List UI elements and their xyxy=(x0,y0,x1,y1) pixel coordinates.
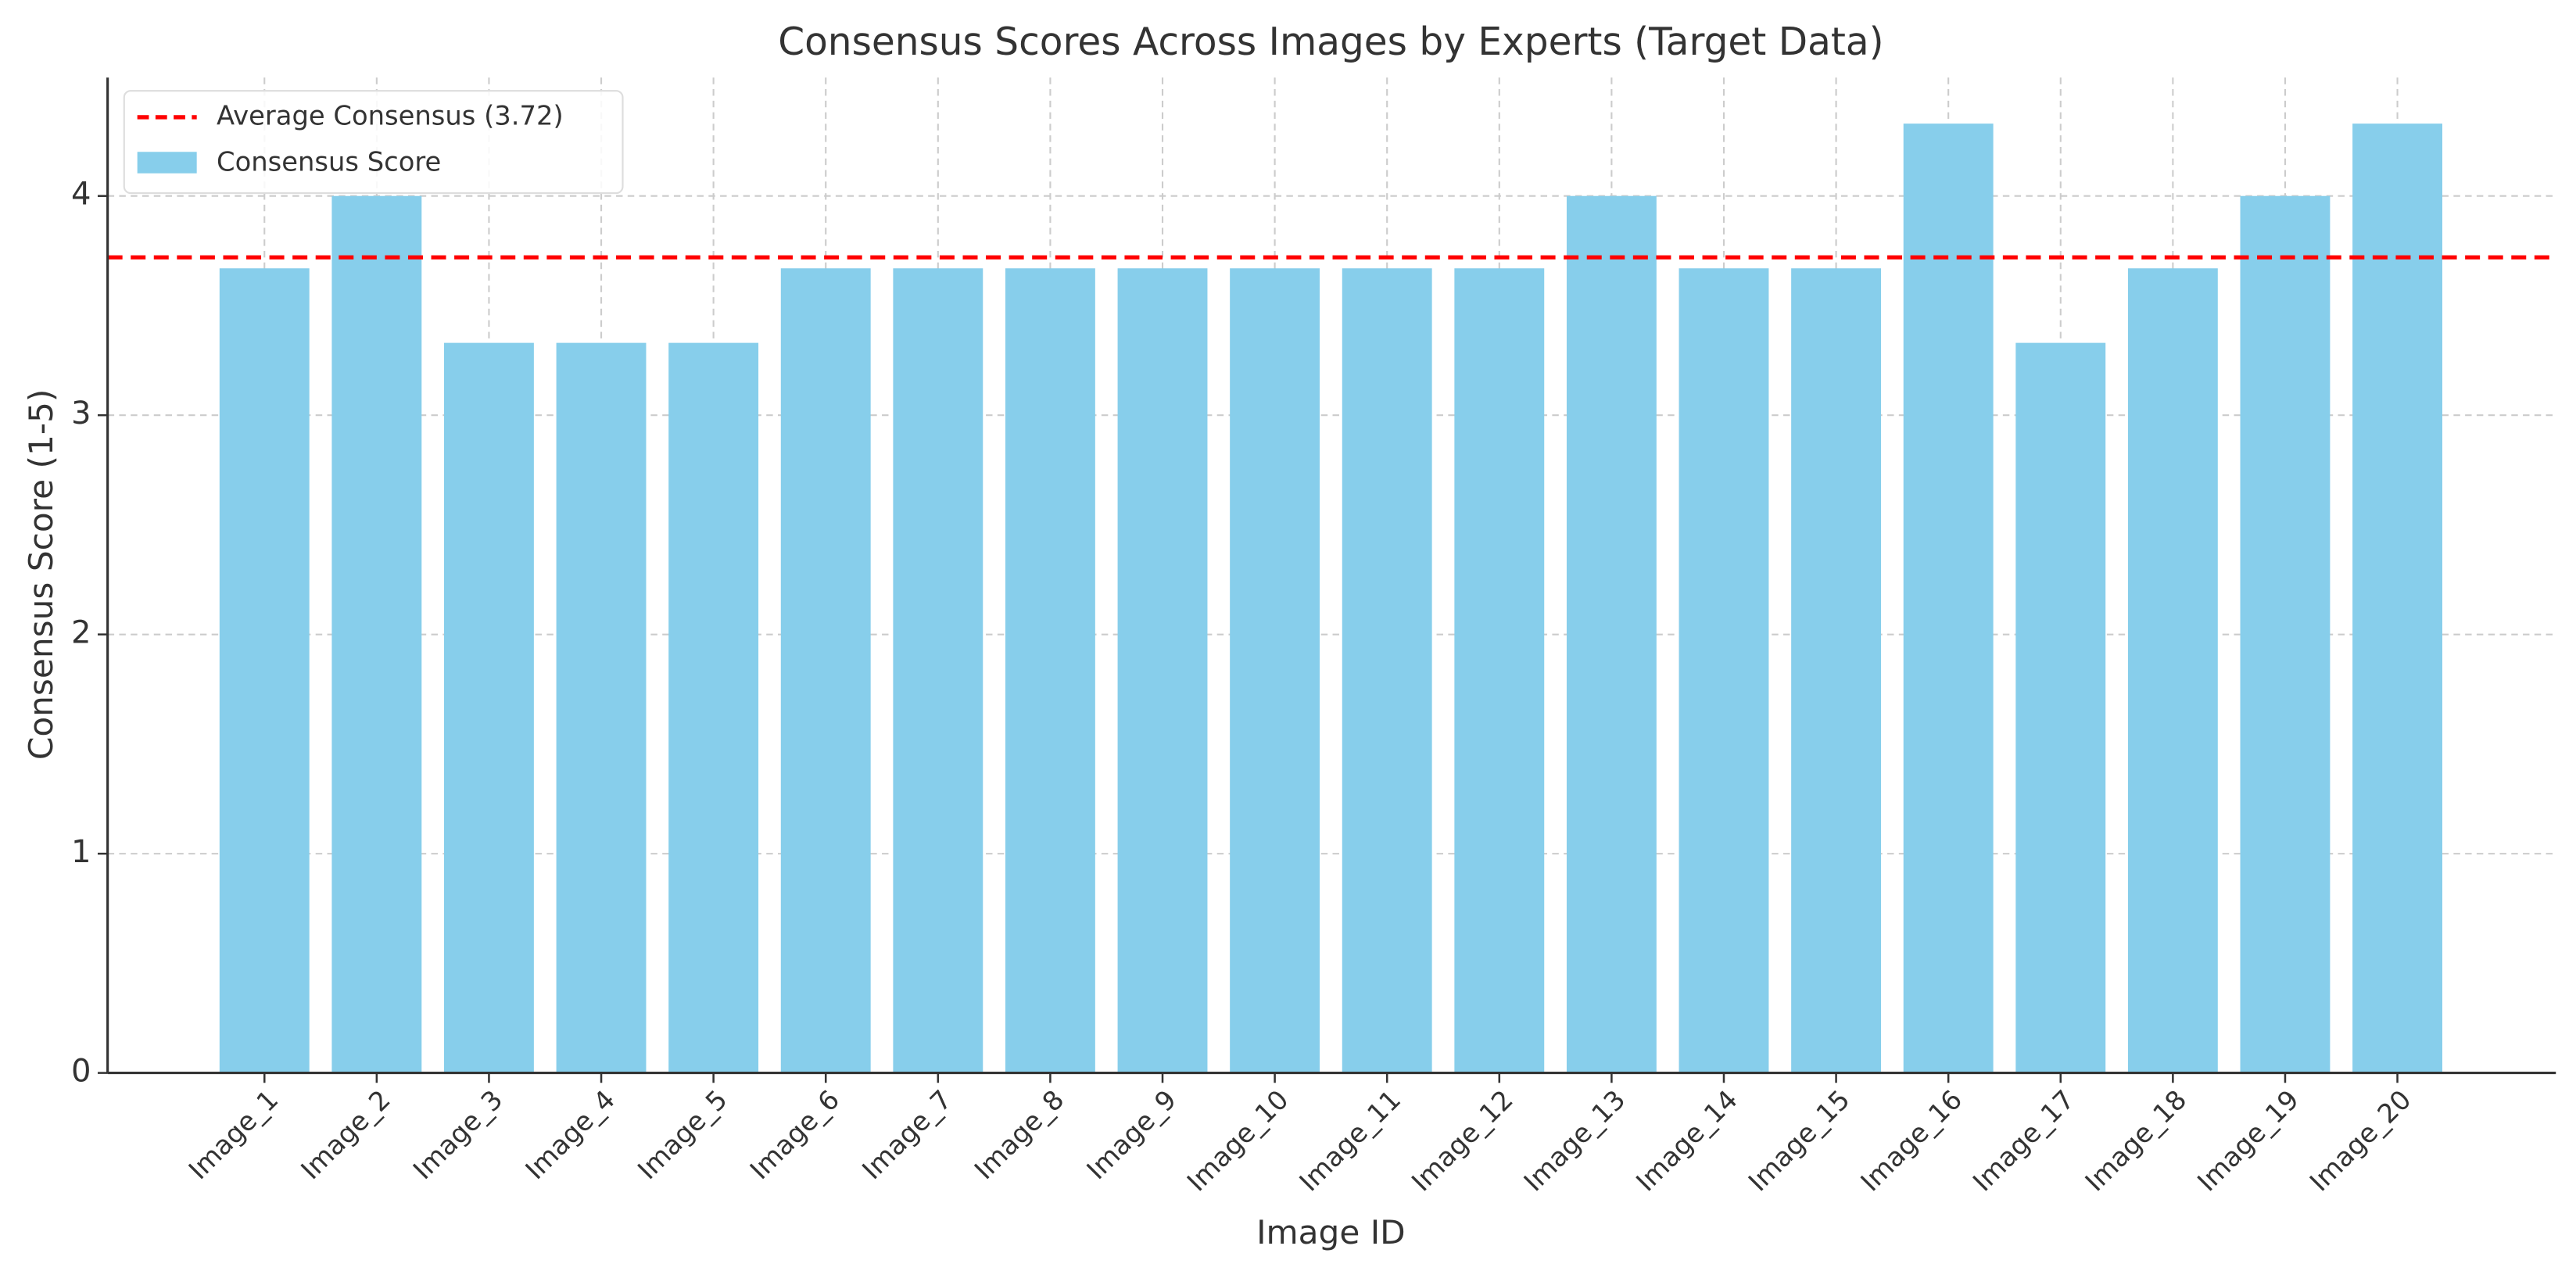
x-tick-label: Image_7 xyxy=(856,1084,957,1185)
bar xyxy=(2015,342,2106,1073)
bar xyxy=(1791,268,1882,1073)
x-tick-label: Image_11 xyxy=(1294,1084,1407,1198)
bar xyxy=(1679,268,1769,1073)
bar xyxy=(780,268,871,1073)
x-tick-label: Image_8 xyxy=(969,1084,1069,1185)
bar xyxy=(668,342,759,1073)
chart-title: Consensus Scores Across Images by Expert… xyxy=(778,20,1883,64)
bar xyxy=(2127,268,2218,1073)
bar xyxy=(556,342,647,1073)
bar xyxy=(331,195,422,1073)
bar xyxy=(2352,124,2442,1073)
x-tick-label: Image_20 xyxy=(2304,1084,2417,1198)
legend-swatch xyxy=(137,152,197,174)
legend-label: Consensus Score xyxy=(217,147,441,177)
y-tick-label: 1 xyxy=(71,834,91,870)
bar xyxy=(1005,268,1095,1073)
x-tick-label: Image_10 xyxy=(1181,1084,1295,1198)
x-tick-label: Image_16 xyxy=(1855,1084,1969,1198)
bar xyxy=(1566,195,1657,1073)
x-tick-label: Image_2 xyxy=(295,1084,396,1185)
x-tick-label: Image_14 xyxy=(1630,1084,1743,1198)
bar xyxy=(1342,268,1432,1073)
bar xyxy=(2240,195,2331,1073)
bar xyxy=(1454,268,1545,1073)
x-tick-label: Image_6 xyxy=(744,1084,845,1185)
x-tick-label: Image_12 xyxy=(1406,1084,1519,1198)
x-tick-label: Image_17 xyxy=(1967,1084,2080,1198)
y-tick-label: 2 xyxy=(71,615,91,651)
y-axis-label: Consensus Score (1-5) xyxy=(22,389,60,761)
x-tick-label: Image_19 xyxy=(2191,1084,2305,1198)
bar xyxy=(1903,124,1994,1073)
bar xyxy=(444,342,534,1073)
x-tick-label: Image_9 xyxy=(1081,1084,1182,1185)
bar xyxy=(1117,268,1208,1073)
x-tick-label: Image_1 xyxy=(183,1084,284,1185)
bar xyxy=(893,268,983,1073)
legend-label: Average Consensus (3.72) xyxy=(217,100,564,131)
x-tick-label: Image_18 xyxy=(2080,1084,2193,1198)
x-tick-label: Image_15 xyxy=(1743,1084,1856,1198)
x-tick-label: Image_13 xyxy=(1518,1084,1632,1198)
y-tick-label: 3 xyxy=(71,396,91,431)
x-tick-label: Image_5 xyxy=(632,1084,733,1185)
bars xyxy=(219,124,2442,1073)
x-tick-label: Image_4 xyxy=(520,1084,621,1185)
y-tick-label: 4 xyxy=(71,177,91,213)
bar xyxy=(1230,268,1320,1073)
bar xyxy=(219,268,310,1073)
x-axis-label: Image ID xyxy=(1256,1213,1406,1251)
legend-box xyxy=(123,90,624,195)
x-tick-label: Image_3 xyxy=(407,1084,508,1185)
y-tick-label: 0 xyxy=(71,1054,91,1090)
